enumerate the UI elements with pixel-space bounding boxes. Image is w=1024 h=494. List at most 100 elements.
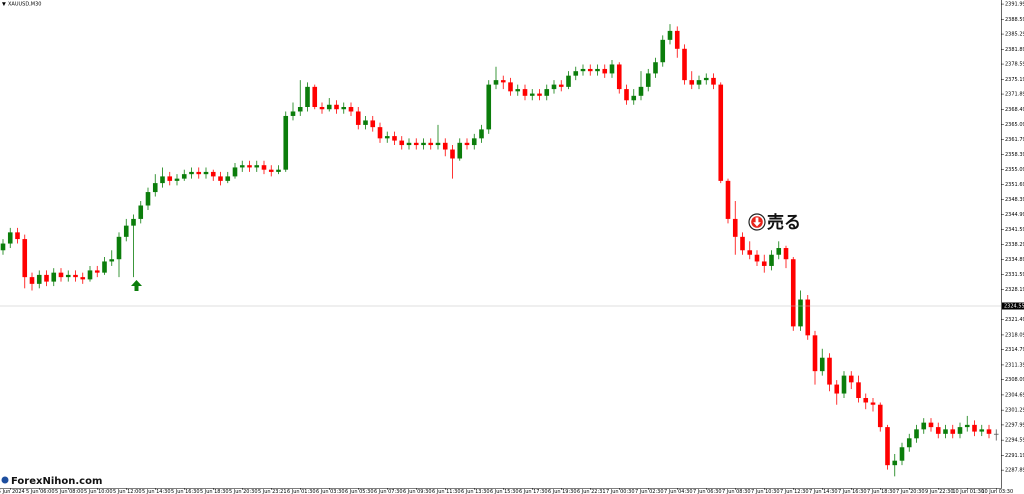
candle-body (798, 299, 803, 327)
candle-body (58, 272, 64, 278)
candle-body (921, 422, 927, 430)
candle-body (732, 218, 738, 237)
candle-body (631, 95, 637, 101)
candle-body (812, 335, 818, 372)
candle-body (145, 192, 151, 206)
x-tick-label: 5 Jun 2024 (0, 489, 25, 494)
x-tick-label: 6 Jun 01:30 (287, 489, 316, 494)
y-tick-label: 2365.090 (1005, 122, 1024, 128)
candle-body (979, 429, 985, 432)
y-tick-label: 2318.090 (1005, 332, 1024, 338)
x-tick-label: 7 Jun 20:30 (896, 489, 925, 494)
candle-body (36, 274, 42, 284)
sell-label: 売る (767, 212, 801, 233)
candle-body (370, 120, 376, 128)
y-tick-label: 2314.790 (1005, 347, 1024, 353)
candle-body (703, 77, 709, 81)
x-tick-label: 7 Jun 12:30 (780, 489, 809, 494)
candle-body (0, 243, 6, 251)
candle-body (696, 80, 702, 85)
candle-body (892, 460, 898, 466)
x-tick-label: 5 Jun 23:21 (258, 489, 287, 494)
candle-body (544, 89, 550, 96)
x-tick-label: 7 Jun 08:30 (722, 489, 751, 494)
candle-body (761, 261, 767, 266)
x-tick-label: 7 Jun 10:30 (751, 489, 780, 494)
x-tick-label: 9 Jun 22:30 (925, 489, 954, 494)
candle-body (587, 68, 593, 72)
y-tick-label: 2294.590 (1005, 438, 1024, 444)
y-tick-label: 2351.690 (1005, 182, 1024, 188)
candle-body (326, 104, 332, 110)
candle-body (769, 254, 774, 266)
candle-body (653, 62, 658, 74)
candle-body (725, 180, 731, 219)
candle-body (102, 261, 107, 273)
candle-body (595, 68, 600, 72)
candle-body (363, 120, 368, 125)
candle-body (682, 48, 687, 81)
candle-body (899, 447, 905, 461)
candle-body (421, 142, 426, 146)
candle-body (225, 176, 231, 181)
x-tick-label: 6 Jun 15:30 (490, 489, 519, 494)
candle-body (986, 429, 992, 434)
candle-body (160, 176, 165, 184)
candle-body (384, 136, 390, 139)
candle-body (189, 171, 194, 175)
plot (0, 24, 999, 477)
y-tick-label: 2361.790 (1005, 137, 1024, 143)
candle-body (783, 248, 789, 260)
x-tick-label: 5 Jun 08:00 (55, 489, 84, 494)
watermark-icon (1, 476, 9, 484)
candle-body (551, 84, 557, 90)
candle-body (377, 127, 383, 139)
x-tick-label: 5 Jun 16:30 (171, 489, 200, 494)
candle-body (87, 270, 93, 280)
candle-body (877, 404, 883, 428)
candle-body (863, 398, 869, 403)
candle-body (297, 107, 303, 112)
candle-body (841, 375, 847, 394)
x-tick-label: 6 Jun 17:30 (519, 489, 548, 494)
up-arrow (131, 280, 142, 291)
candle-body (993, 433, 999, 435)
candle-body (464, 142, 470, 146)
candle-body (203, 171, 209, 175)
x-tick-label: 6 Jun 11:30 (432, 489, 461, 494)
candle-body (29, 277, 35, 284)
candle-body (305, 86, 310, 108)
x-tick-label: 5 Jun 20:30 (229, 489, 258, 494)
candle-body (609, 64, 615, 74)
candle-body (218, 176, 223, 181)
candle-body (406, 142, 412, 146)
candle-body (334, 104, 339, 110)
y-tick-label: 2338.290 (1005, 242, 1024, 248)
candle-body (450, 149, 455, 159)
watermark-text: ForexNihon.com (11, 476, 102, 487)
y-tick-label: 2388.590 (1005, 17, 1024, 23)
y-tick-label: 2355.090 (1005, 167, 1024, 173)
x-tick-label: 10 Jun 03:30 (981, 489, 1013, 494)
y-tick-label: 2328.190 (1005, 287, 1024, 293)
candle-body (972, 424, 977, 432)
candle-body (247, 165, 252, 168)
candle-body (65, 274, 71, 278)
candle-body (7, 232, 13, 244)
sell-signal: 売る (748, 212, 801, 233)
candle-body (210, 171, 216, 177)
x-tick-label: 6 Jun 03:30 (316, 489, 345, 494)
candle-body (834, 384, 840, 394)
candle-body (580, 68, 586, 72)
y-tick-label: 2287.890 (1005, 468, 1024, 474)
candle-body (290, 111, 296, 116)
x-tick-label: 7 Jun 06:30 (693, 489, 722, 494)
candle-body (486, 84, 492, 130)
candle-body (928, 422, 934, 428)
candle-body (22, 239, 28, 278)
candle-body (914, 429, 919, 439)
y-tick-label: 2291.190 (1005, 453, 1024, 459)
candle-body (131, 218, 136, 226)
candle-body (776, 248, 782, 255)
